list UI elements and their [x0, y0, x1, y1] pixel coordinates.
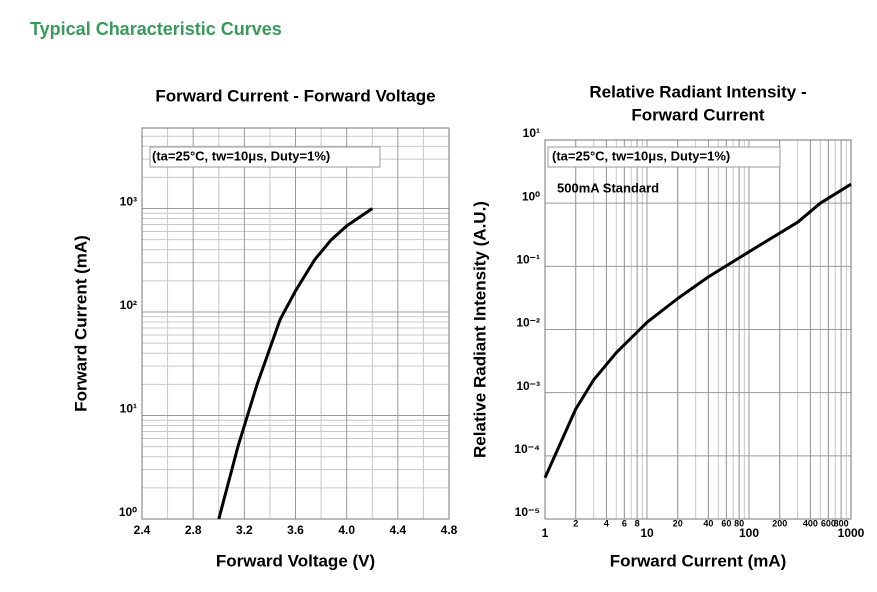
- y-tick-label: 10¹: [120, 402, 137, 416]
- x-tick-label: 4.8: [441, 523, 458, 537]
- annotation-box: [149, 146, 381, 168]
- y-tick-label: 10⁻³: [516, 379, 540, 393]
- x-tick-label: 400: [803, 518, 818, 528]
- page-title: Typical Characteristic Curves: [30, 19, 282, 39]
- x-tick-label: 1: [542, 526, 549, 540]
- x-tick-label: 10: [640, 526, 654, 540]
- x-tick-label: 4: [604, 518, 609, 528]
- x-tick-label: 80: [734, 518, 744, 528]
- x-axis-label: Forward Current (mA): [610, 551, 787, 570]
- x-axis-label: Forward Voltage (V): [216, 551, 375, 570]
- chart-title: Relative Radiant Intensity -: [589, 82, 806, 101]
- y-tick-label: 10²: [120, 298, 137, 312]
- y-tick-label: 10⁻⁴: [514, 442, 540, 456]
- annotation: (ta=25°C, tw=10μs, Duty=1%): [152, 148, 330, 163]
- annotation-box: [547, 146, 781, 168]
- annotation: 500mA Standard: [557, 180, 659, 195]
- data-line: [217, 207, 374, 520]
- x-tick-label: 3.2: [236, 523, 253, 537]
- y-tick-label: 10⁻²: [516, 316, 540, 330]
- data-line: [543, 182, 852, 479]
- x-tick-label: 60: [721, 518, 731, 528]
- x-tick-label: 1000: [838, 526, 865, 540]
- y-axis-label: Forward Current (mA): [71, 235, 90, 412]
- y-tick-label: 10⁻¹: [516, 253, 540, 267]
- y-tick-label: 10³: [120, 195, 137, 209]
- x-tick-label: 600: [821, 518, 836, 528]
- x-tick-label: 3.6: [287, 523, 304, 537]
- x-tick-label: 8: [635, 518, 640, 528]
- y-tick-label: 10⁰: [119, 505, 137, 519]
- x-tick-label: 4.0: [338, 523, 355, 537]
- chart-title: Forward Current - Forward Voltage: [155, 86, 435, 105]
- y-tick-label: 10⁻⁵: [515, 505, 540, 519]
- x-tick-label: 200: [772, 518, 787, 528]
- x-tick-label: 40: [703, 518, 713, 528]
- x-tick-label: 2: [573, 518, 578, 528]
- y-axis-label: Relative Radiant Intensity (A.U.): [470, 201, 489, 458]
- plot-frame: [544, 139, 852, 520]
- x-tick-label: 2.8: [185, 523, 202, 537]
- x-tick-label: 100: [739, 526, 759, 540]
- x-tick-label: 4.4: [389, 523, 406, 537]
- y-tick-label: 10¹: [523, 126, 540, 140]
- x-tick-label: 2.4: [134, 523, 151, 537]
- x-tick-label: 6: [622, 518, 627, 528]
- plot-frame: [141, 127, 450, 520]
- y-tick-label: 10⁰: [522, 189, 540, 203]
- chart-title: Forward Current: [631, 105, 765, 124]
- x-tick-label: 800: [834, 518, 849, 528]
- annotation: (ta=25°C, tw=10μs, Duty=1%): [552, 148, 730, 163]
- x-tick-label: 20: [673, 518, 683, 528]
